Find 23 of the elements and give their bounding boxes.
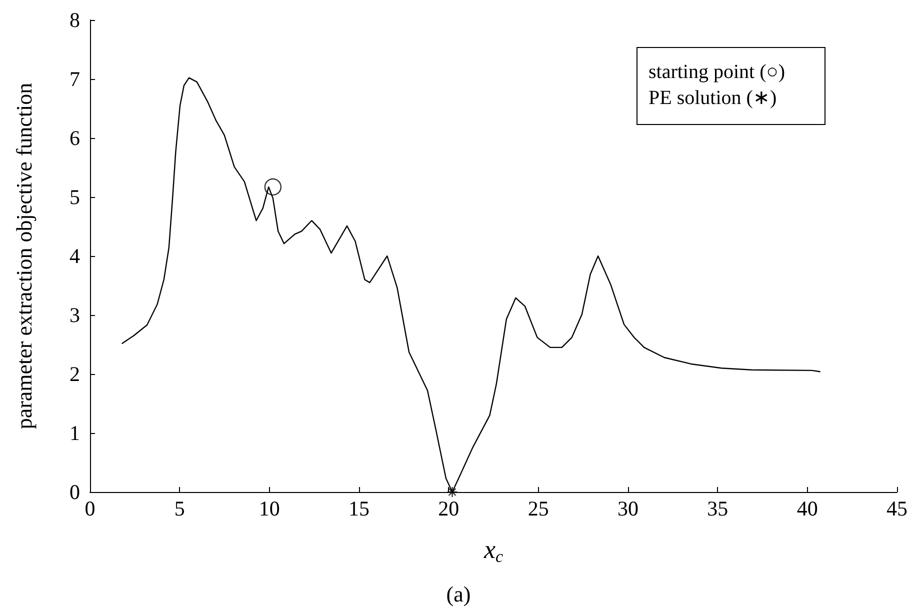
y-tick-label: 5: [70, 185, 80, 209]
text: (a): [446, 582, 471, 606]
y-tick-label: 6: [70, 126, 80, 150]
x-tick-label: 0: [84, 496, 96, 520]
y-tick-label: 2: [70, 362, 80, 386]
y-tick-label: 8: [70, 8, 80, 32]
y-tick-label: 7: [70, 67, 80, 91]
annotation: starting point (○): [648, 61, 786, 83]
x-tick-label: 35: [707, 496, 728, 520]
x-tick-label: 45: [886, 496, 908, 520]
x-tick-label: 30: [618, 496, 638, 520]
x-tick-label: 15: [348, 496, 370, 520]
x-tick-label: 10: [258, 496, 280, 520]
annotation: PE solution (∗): [648, 87, 777, 109]
x-tick-label: 20: [438, 496, 460, 520]
y-axis-title: parameter extraction objective function: [12, 82, 36, 430]
y-tick-label: 4: [70, 244, 80, 268]
x-tick-label: 5: [174, 496, 185, 520]
y-tick-label: 1: [70, 421, 80, 445]
x-tick-label: 25: [528, 496, 549, 520]
x-tick-label: 40: [796, 496, 818, 520]
y-tick-label: 0: [70, 480, 80, 504]
y-tick-label: 3: [70, 303, 80, 327]
